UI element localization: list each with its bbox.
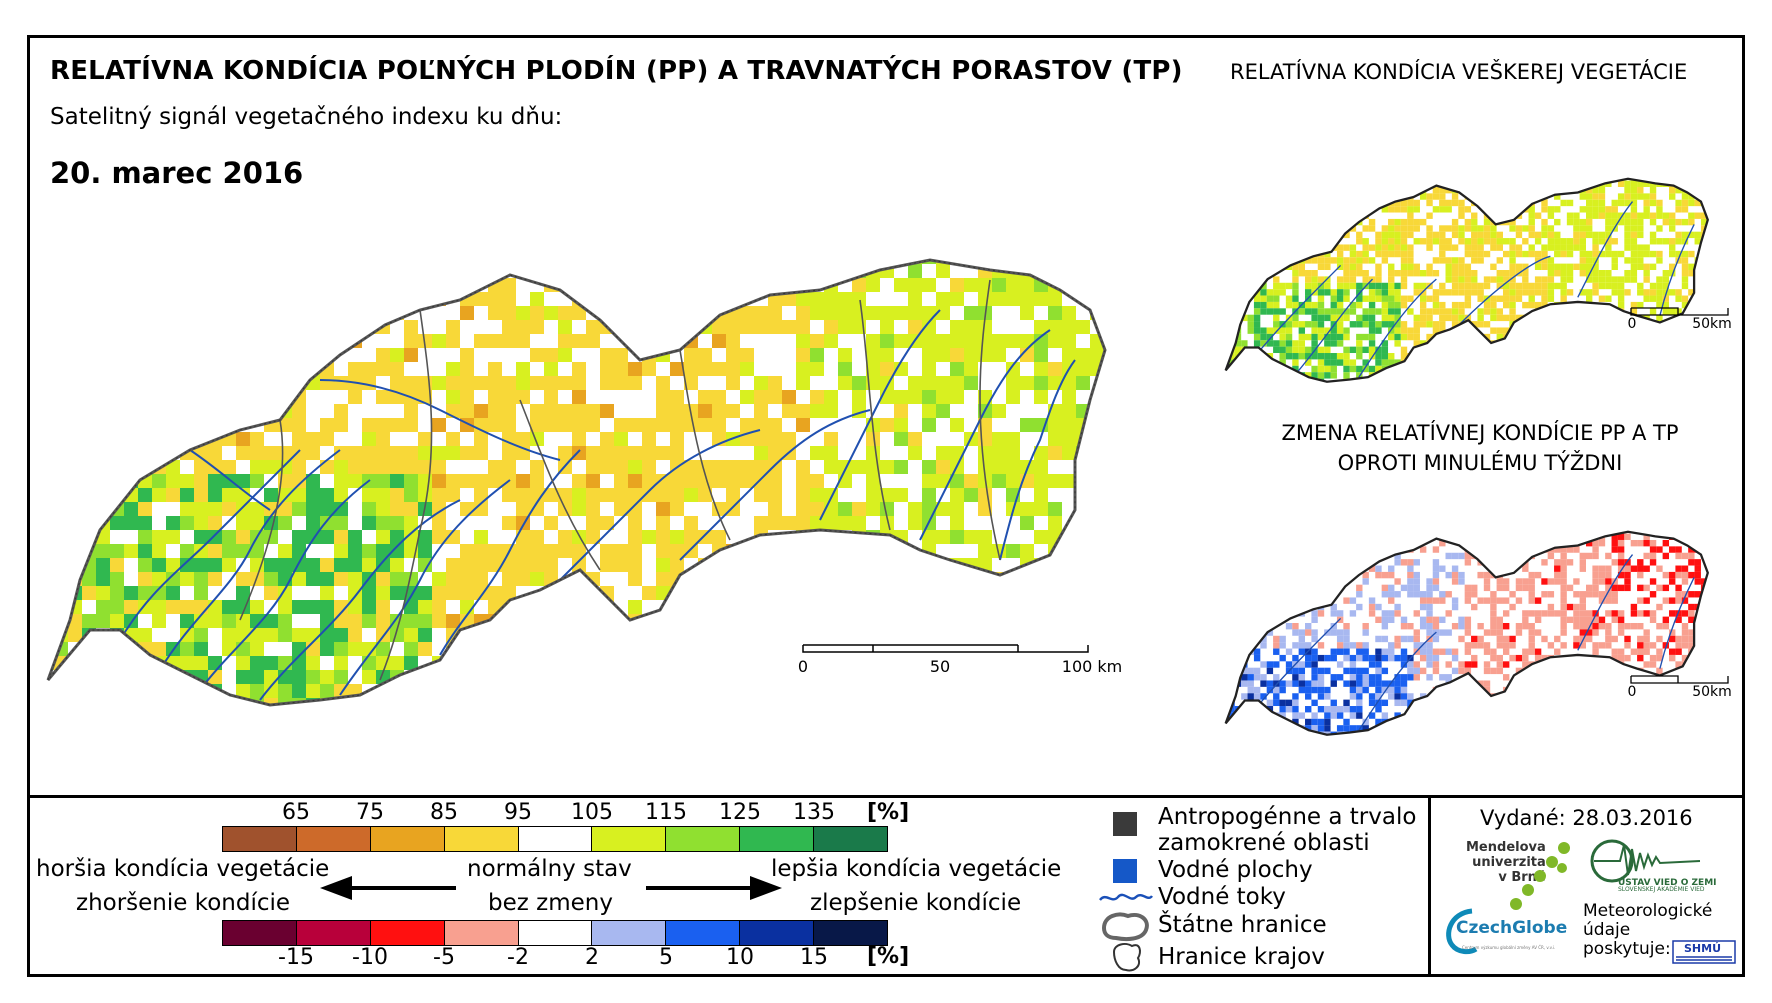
change-title-line-2: OPROTI MINULÉMU TÝŽDNI	[1337, 451, 1623, 475]
date-label: 20. marec 2016	[50, 156, 304, 190]
condition-tick-2: 85	[430, 800, 458, 825]
legend-normal-state: normálny stav	[467, 856, 632, 882]
vegetation-scale-bar	[1630, 307, 1729, 316]
change-swatch-1	[296, 921, 371, 945]
meteo-line-1: Meteorologické	[1583, 901, 1713, 921]
condition-swatch-7	[740, 827, 815, 851]
meteo-provider-text: Meteorologické údaje poskytuje:	[1583, 902, 1712, 959]
mendel-line-1: Mendelova	[1466, 840, 1546, 855]
condition-swatch-4	[518, 827, 593, 851]
condition-swatch-8	[814, 827, 888, 851]
change-title-line-1: ZMENA RELATÍVNEJ KONDÍCIE PP A TP	[1281, 421, 1679, 445]
condition-tick-1: 75	[356, 800, 384, 825]
condition-swatch-6	[666, 827, 741, 851]
change-swatch-7	[740, 921, 815, 945]
legend-worsening: zhoršenie kondície	[76, 890, 291, 916]
vegetation-scale-tick-0: 0	[1627, 316, 1637, 332]
condition-tick-4: 105	[571, 800, 613, 825]
main-scale-tick-100: 100 km	[1061, 657, 1123, 676]
legend-vertical-divider	[1428, 795, 1431, 977]
change-swatch-6	[666, 921, 741, 945]
main-condition-map	[46, 258, 1107, 707]
change-tick-7: 15	[800, 945, 828, 970]
state-border-icon	[1101, 912, 1149, 941]
legend-worse-condition: horšia kondícia vegetácie	[36, 856, 330, 882]
condition-unit: [%]	[867, 800, 910, 825]
change-tick-5: 5	[659, 945, 673, 970]
main-scale-bar	[802, 644, 1089, 653]
condition-swatch-1	[296, 827, 371, 851]
water-body-label: Vodné plochy	[1158, 857, 1313, 883]
mendel-university-logo-text: Mendelova univerzita v Brně	[1466, 840, 1546, 885]
condition-tick-7: 135	[793, 800, 835, 825]
legend-better-condition: lepšia kondícia vegetácie	[771, 856, 1062, 882]
state-border-label: Štátne hranice	[1158, 912, 1327, 938]
water-stream-label: Vodné toky	[1158, 884, 1286, 910]
change-color-bar	[222, 920, 888, 946]
change-map-title: ZMENA RELATÍVNEJ KONDÍCIE PP A TP OPROTI…	[1220, 418, 1740, 478]
condition-tick-5: 115	[645, 800, 687, 825]
condition-swatch-2	[370, 827, 445, 851]
change-unit: [%]	[867, 944, 910, 969]
water-stream-icon	[1099, 893, 1153, 901]
change-swatch-4	[518, 921, 593, 945]
issued-date: Vydané: 28.03.2016	[1480, 806, 1693, 830]
subtitle: Satelitný signál vegetačného indexu ku d…	[50, 104, 563, 130]
vegetation-scale-tick-50: 50km	[1692, 316, 1732, 332]
main-scale-tick-0: 0	[797, 657, 809, 676]
uvoz-logo: ÚSTAV VIED O ZEMI	[1618, 878, 1717, 888]
legend-divider	[27, 795, 1745, 798]
change-scale-tick-50: 50km	[1692, 684, 1732, 700]
shmu-logo	[1672, 940, 1736, 964]
meteo-line-2: údaje	[1583, 920, 1631, 940]
meteo-line-3: poskytuje:	[1583, 939, 1671, 959]
condition-tick-3: 95	[504, 800, 532, 825]
anthropogenic-area-label: Antropogénne a trvalo zamokrené oblasti	[1158, 804, 1417, 856]
arrow-left-icon	[320, 876, 456, 900]
mendel-dots-logo	[1510, 842, 1570, 910]
czechglobe-subtitle: Centrum výzkumu globální změny AV ČR, v.…	[1462, 945, 1556, 950]
uvoz-subtitle: SLOVENSKEJ AKADÉMIE VIED	[1618, 886, 1705, 893]
condition-swatch-0	[223, 827, 297, 851]
change-swatch-3	[444, 921, 519, 945]
region-border-label: Hranice krajov	[1158, 944, 1325, 970]
mendel-line-3: v Brně	[1498, 870, 1546, 885]
change-tick-0: -15	[278, 945, 314, 970]
region-border-icon	[1112, 943, 1141, 972]
main-scale-tick-50: 50	[929, 657, 951, 676]
condition-swatch-3	[444, 827, 519, 851]
czechglobe-logo: CzechGlobe	[1456, 918, 1568, 938]
change-swatch-0	[223, 921, 297, 945]
change-tick-3: -2	[507, 945, 529, 970]
vegetation-condition-map	[1224, 177, 1709, 383]
legend-no-change: bez zmeny	[488, 890, 613, 916]
condition-swatch-5	[592, 827, 667, 851]
change-tick-1: -10	[352, 945, 388, 970]
condition-color-bar	[222, 826, 888, 852]
legend-improvement: zlepšenie kondície	[810, 890, 1022, 916]
change-scale-bar	[1630, 675, 1729, 684]
shmu-logo-text: SHMÚ	[1684, 942, 1722, 955]
water-body-icon	[1113, 859, 1137, 883]
condition-tick-0: 65	[282, 800, 310, 825]
change-swatch-2	[370, 921, 445, 945]
arrow-right-icon	[646, 876, 782, 900]
mendel-line-2: univerzita	[1472, 855, 1546, 870]
vegetation-map-title: RELATÍVNA KONDÍCIA VEŠKEREJ VEGETÁCIE	[1230, 60, 1688, 84]
change-condition-map	[1224, 530, 1709, 736]
main-title: RELATÍVNA KONDÍCIA POĽNÝCH PLODÍN (PP) A…	[50, 56, 1183, 86]
change-tick-6: 10	[726, 945, 754, 970]
change-tick-4: 2	[585, 945, 599, 970]
change-tick-2: -5	[433, 945, 455, 970]
czechglobe-swoosh-logo	[1446, 908, 1478, 955]
condition-tick-6: 125	[719, 800, 761, 825]
anthropogenic-area-icon	[1113, 812, 1137, 836]
change-scale-tick-0: 0	[1627, 684, 1637, 700]
change-swatch-8	[814, 921, 888, 945]
change-swatch-5	[592, 921, 667, 945]
uvoz-seismograph-logo	[1590, 839, 1701, 883]
